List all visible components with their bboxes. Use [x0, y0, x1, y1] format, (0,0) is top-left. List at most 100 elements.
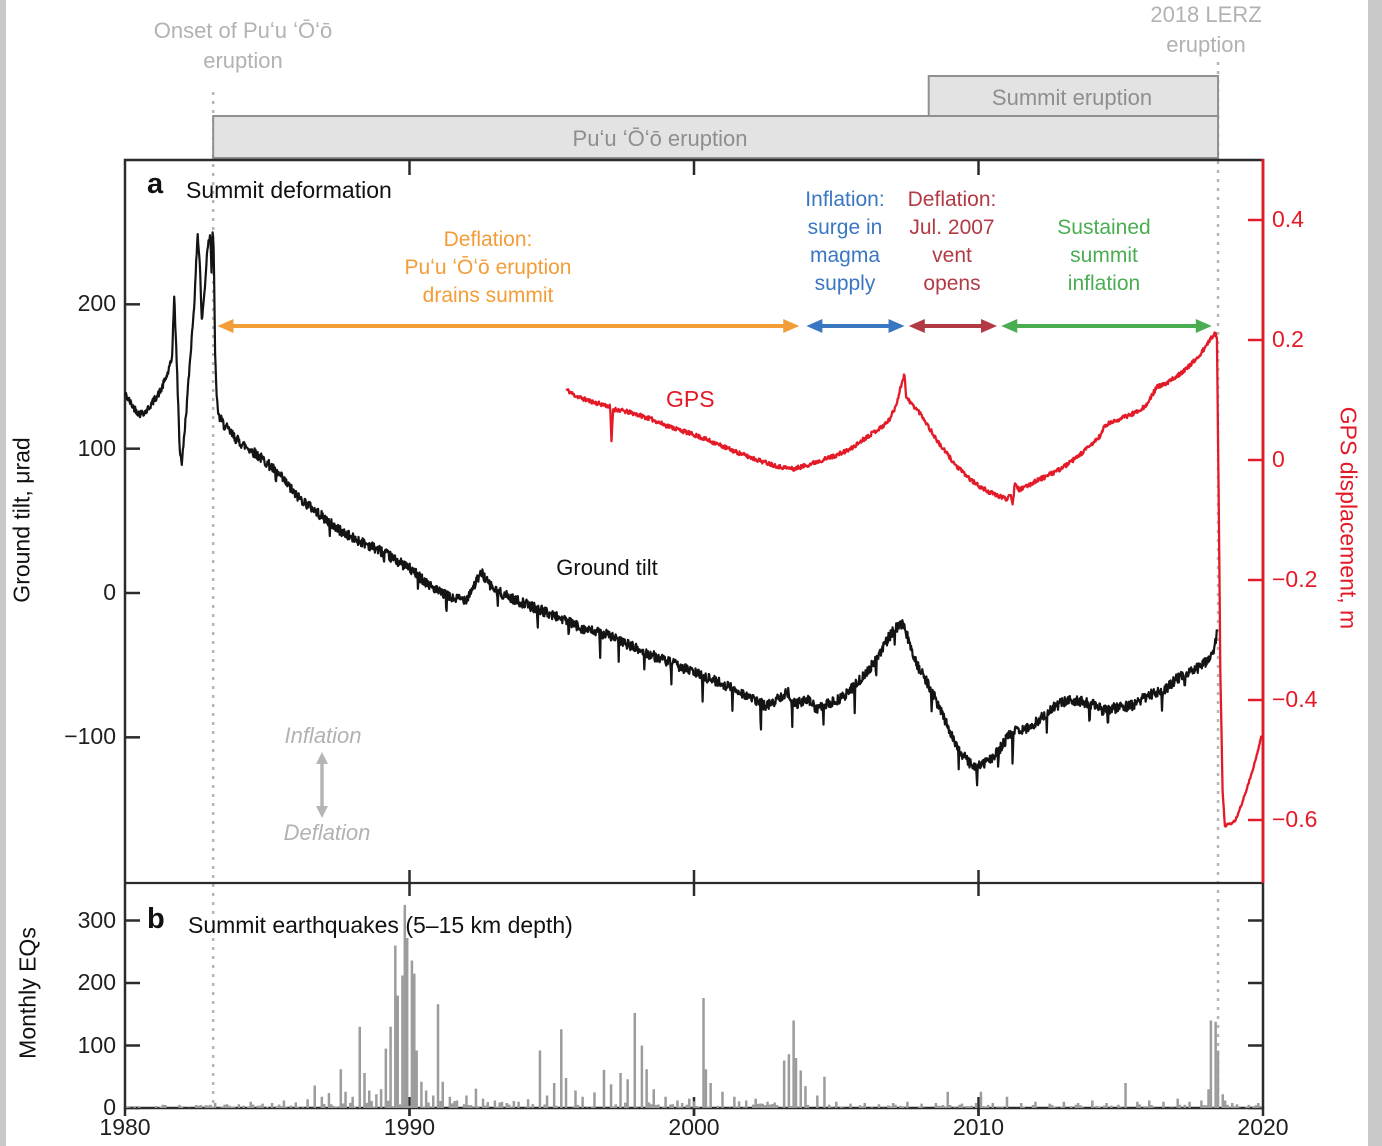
eq-bar — [332, 1105, 335, 1108]
eq-bar — [619, 1073, 622, 1108]
eq-bar — [806, 1104, 810, 1108]
eq-bar — [334, 1106, 338, 1108]
eq-bar — [775, 1105, 779, 1108]
eq-bar — [384, 1048, 388, 1108]
eq-bar — [934, 1103, 938, 1108]
eq-bar — [792, 1020, 795, 1108]
eq-bar — [138, 1107, 141, 1108]
eq-bar — [505, 1103, 509, 1108]
eq-bar — [657, 1104, 660, 1108]
eq-bar — [353, 1106, 357, 1108]
eq-bar — [1176, 1098, 1179, 1108]
eq-bar — [223, 1104, 226, 1108]
eq-bar — [944, 1107, 947, 1108]
eq-bar — [574, 1090, 577, 1108]
eq-bar — [510, 1107, 513, 1108]
eq-bar — [1093, 1107, 1096, 1108]
eq-bar — [1221, 1094, 1224, 1108]
eq-bar — [320, 1096, 324, 1108]
deflation-orange-arrow-head-left — [217, 319, 234, 333]
eq-bar — [432, 1095, 435, 1108]
eq-bar — [887, 1105, 890, 1108]
eq-bar — [481, 1098, 485, 1108]
eq-bar — [716, 1105, 720, 1108]
eq-bar — [901, 1106, 904, 1108]
eq-bar — [391, 1106, 395, 1108]
gps-tick-label: −0.6 — [1272, 806, 1318, 832]
inflation-blue-arrow-head-left — [806, 319, 823, 333]
eq-bar — [680, 1103, 684, 1108]
eq-bar — [517, 1101, 520, 1108]
eq-bar — [197, 1105, 200, 1108]
eq-bar — [1019, 1103, 1023, 1108]
eq-bar — [436, 1004, 440, 1108]
onset-eruption-label: Onset of Puʻu ʻŌʻō eruption — [153, 18, 333, 73]
eq-bar — [337, 1107, 340, 1108]
eq-bar — [206, 1105, 210, 1108]
eq-bar — [1136, 1101, 1139, 1108]
eq-bar — [394, 945, 397, 1108]
eq-bar — [635, 1107, 639, 1108]
summit-eruption-bar-label: Summit eruption — [991, 85, 1153, 110]
eq-bar — [835, 1101, 838, 1108]
eq-bar — [296, 1107, 300, 1108]
eq-bar — [1060, 1106, 1063, 1108]
eq-bar — [695, 1106, 698, 1108]
eq-bar — [484, 1105, 487, 1108]
eq-bar — [654, 1104, 658, 1108]
eq-bar — [379, 1089, 383, 1108]
eq-bar — [702, 998, 705, 1108]
eq-bar — [270, 1103, 274, 1108]
eq-bar — [448, 1096, 452, 1108]
eq-tick-label: 300 — [77, 906, 116, 933]
eq-bar — [266, 1106, 269, 1108]
eq-bar — [633, 1013, 637, 1108]
eq-bar — [894, 1104, 897, 1108]
eq-bar — [652, 1089, 655, 1108]
eq-bar — [899, 1105, 902, 1108]
eq-bar — [1254, 1105, 1258, 1108]
summit-era-bar — [927, 75, 1220, 117]
eq-bar — [858, 1105, 862, 1108]
eq-bar — [889, 1106, 893, 1108]
eq-bar — [1022, 1106, 1025, 1108]
eq-bar — [737, 1101, 741, 1108]
eq-bar — [230, 1106, 233, 1108]
gps-line — [565, 331, 1263, 828]
eq-bar — [500, 1101, 504, 1108]
eq-bar — [939, 1105, 942, 1108]
eq-bar — [405, 938, 409, 1108]
eq-bar — [330, 1104, 333, 1108]
eq-bar — [614, 1104, 618, 1108]
eq-bar — [984, 1107, 987, 1108]
eq-bar — [396, 995, 399, 1108]
eq-bar — [697, 1107, 701, 1108]
eq-bar — [1095, 1105, 1099, 1108]
inflation-direction-label: Inflation — [284, 723, 362, 748]
eq-bar — [839, 1106, 843, 1108]
eq-bar — [830, 1107, 833, 1108]
eq-bar — [581, 1096, 584, 1108]
eq-bar — [462, 1104, 466, 1108]
eq-bar — [450, 1103, 454, 1108]
eq-bar — [555, 1105, 558, 1108]
eq-bar — [358, 1026, 362, 1108]
eq-bar — [232, 1106, 236, 1108]
eq-bar — [496, 1106, 499, 1108]
eq-bar — [1238, 1107, 1241, 1108]
eq-bar — [1202, 1105, 1206, 1108]
eq-bar — [650, 1104, 653, 1108]
eq-bar — [1207, 1089, 1210, 1108]
eq-bar — [1247, 1104, 1251, 1108]
eq-tick-label: 100 — [77, 1031, 116, 1058]
eq-bar — [787, 1054, 791, 1108]
eq-bar — [403, 904, 407, 1108]
eq-bar — [958, 1104, 961, 1108]
eq-bar — [721, 1091, 724, 1108]
gps-axis-title: GPS displacement, m — [1335, 406, 1362, 630]
eq-bar — [816, 1095, 819, 1108]
eq-bar — [827, 1104, 831, 1108]
year-tick-label: 2000 — [668, 1114, 720, 1140]
eq-bar — [341, 1103, 345, 1108]
eq-bar — [469, 1105, 473, 1108]
